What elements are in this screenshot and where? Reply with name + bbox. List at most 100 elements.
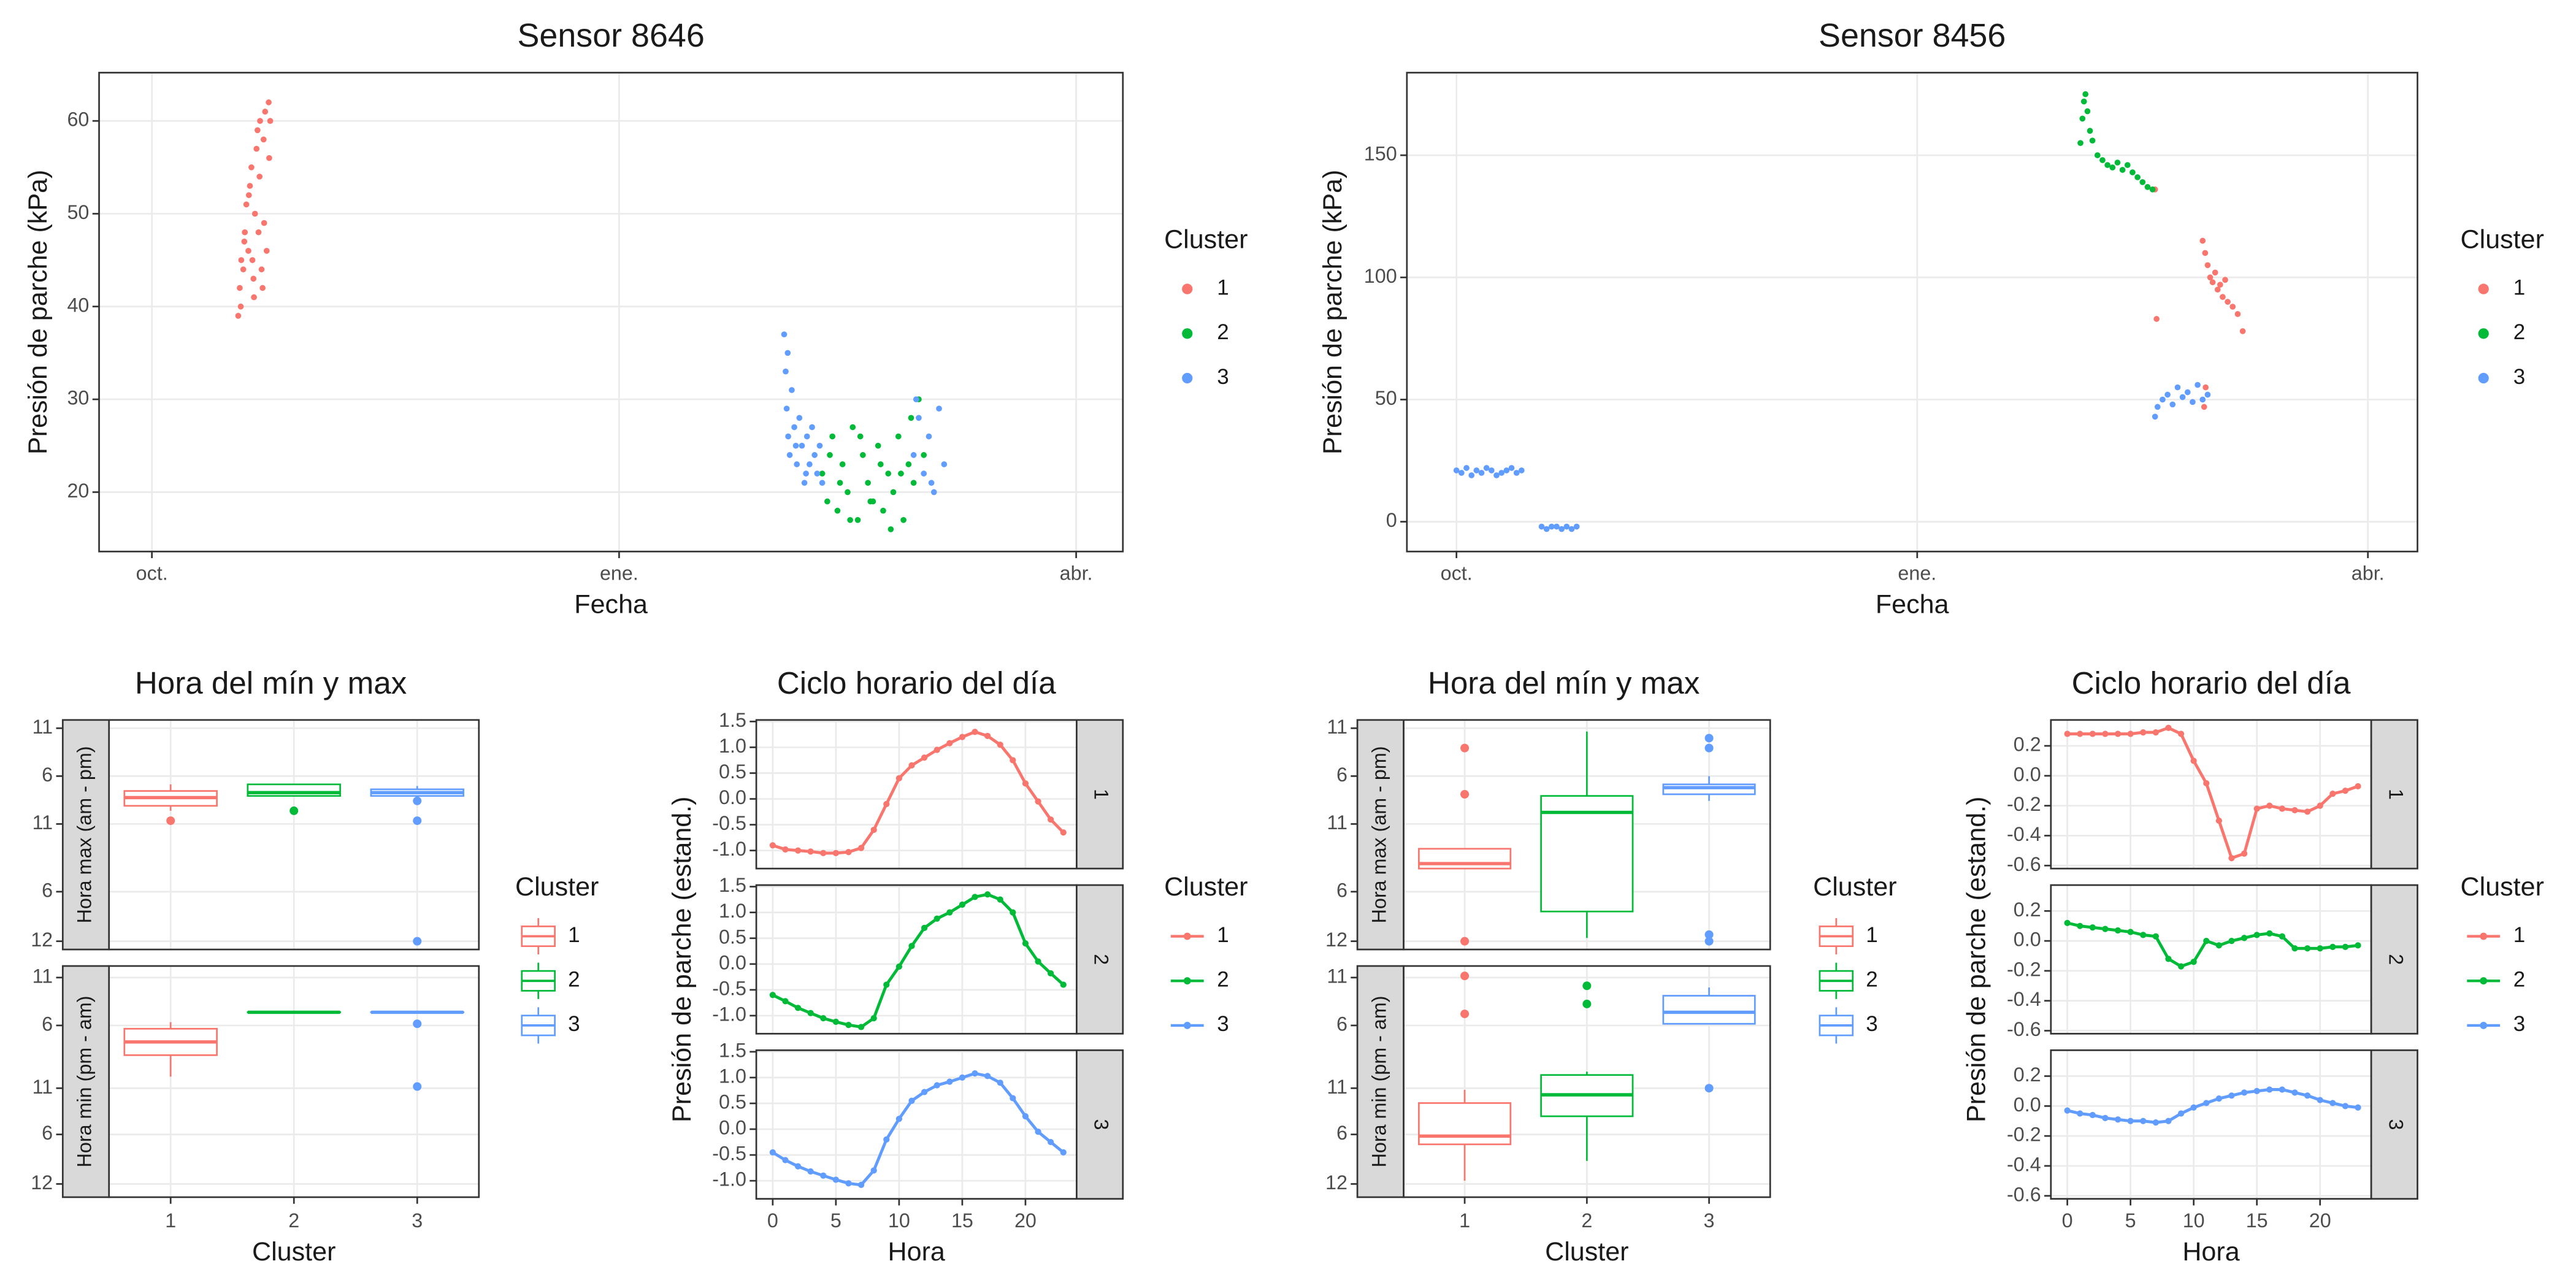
point — [908, 415, 914, 421]
point — [2209, 279, 2216, 286]
x-tick-label: 10 — [888, 1209, 910, 1232]
chart-title: Hora del mín y max — [1428, 665, 1700, 700]
point — [769, 842, 776, 849]
point — [257, 118, 263, 124]
legend-key — [2480, 1022, 2488, 1029]
point — [783, 368, 789, 375]
y-tick-label: 60 — [67, 109, 89, 131]
point — [820, 849, 827, 857]
point — [1010, 909, 1016, 916]
outlier — [166, 816, 175, 826]
point — [2064, 1107, 2071, 1114]
point — [857, 1181, 865, 1189]
point — [243, 201, 250, 208]
legend-title: Cluster — [515, 872, 599, 902]
panel-border — [98, 72, 1124, 553]
legend-key — [2478, 328, 2489, 339]
legend-label: 1 — [1866, 923, 1877, 947]
point — [2139, 179, 2146, 185]
point — [1518, 467, 1525, 473]
point — [2342, 1103, 2349, 1110]
point — [1060, 1149, 1067, 1156]
y-tick-label: 11 — [1327, 716, 1347, 738]
point — [1473, 467, 1480, 473]
point — [1022, 780, 1029, 787]
point — [1468, 472, 1475, 478]
point — [785, 433, 791, 440]
legend-label: 1 — [1217, 275, 1229, 299]
point — [807, 1010, 814, 1016]
point — [2174, 384, 2181, 391]
point — [2342, 943, 2349, 950]
point — [2304, 945, 2311, 952]
point — [237, 285, 243, 291]
point — [1022, 940, 1029, 947]
x-tick-label: oct. — [136, 562, 168, 584]
legend-key — [1183, 977, 1191, 985]
point — [2114, 159, 2121, 166]
point — [900, 516, 907, 523]
point — [2195, 381, 2201, 388]
point — [880, 507, 886, 514]
point — [865, 480, 871, 486]
point — [2203, 937, 2210, 945]
legend-title: Cluster — [1164, 224, 1248, 254]
point — [2177, 730, 2185, 737]
y-tick-label: 11 — [1327, 811, 1347, 834]
point — [255, 127, 261, 134]
point — [2140, 1117, 2147, 1124]
point — [2077, 730, 2083, 737]
point — [870, 1167, 877, 1174]
point — [2203, 780, 2210, 787]
point — [2177, 963, 2185, 970]
strip — [2370, 884, 2418, 1035]
x-tick-label: abr. — [2352, 562, 2385, 584]
point — [1568, 526, 1575, 532]
point — [2228, 937, 2235, 945]
legend-label: 3 — [1217, 1012, 1229, 1036]
point — [2329, 791, 2336, 797]
point — [2077, 140, 2083, 147]
point — [2153, 316, 2160, 322]
y-axis-label: Presión de parche (kPa) — [23, 170, 53, 454]
strip-label: 1 — [1091, 789, 1113, 800]
point — [895, 963, 903, 970]
point — [827, 452, 833, 458]
x-tick-label: 1 — [1459, 1209, 1470, 1232]
point — [877, 461, 884, 467]
point — [814, 470, 821, 477]
x-axis-label: Cluster — [1545, 1237, 1628, 1267]
strip-label: 3 — [1091, 1119, 1113, 1130]
legend-key — [1182, 283, 1193, 294]
strip — [61, 965, 110, 1198]
point — [936, 405, 942, 412]
point — [1463, 465, 1470, 471]
point — [946, 740, 953, 746]
legend-label: 1 — [1217, 923, 1229, 947]
point — [2266, 930, 2273, 937]
point — [2207, 274, 2214, 281]
point — [816, 442, 823, 449]
point — [2165, 724, 2172, 731]
y-tick-label: 11 — [1327, 1076, 1347, 1098]
y-tick-label: 6 — [1336, 1013, 1347, 1035]
point — [959, 734, 966, 740]
point — [2215, 1095, 2222, 1102]
point — [921, 470, 927, 477]
point — [2104, 162, 2110, 168]
point — [240, 266, 247, 273]
point — [1458, 470, 1465, 476]
point — [769, 992, 776, 999]
y-tick-label: 0 — [1386, 509, 1397, 531]
point — [984, 1073, 991, 1079]
y-tick-label: 6 — [1336, 1122, 1347, 1144]
point — [2114, 1116, 2122, 1123]
point — [839, 461, 846, 467]
point — [921, 754, 928, 761]
y-tick-label: 6 — [42, 1122, 53, 1144]
legend-label: 2 — [1217, 320, 1229, 344]
y-tick-label: 12 — [31, 1171, 53, 1194]
point — [263, 248, 270, 254]
y-tick-label: -0.2 — [2007, 793, 2041, 815]
point — [837, 480, 843, 486]
